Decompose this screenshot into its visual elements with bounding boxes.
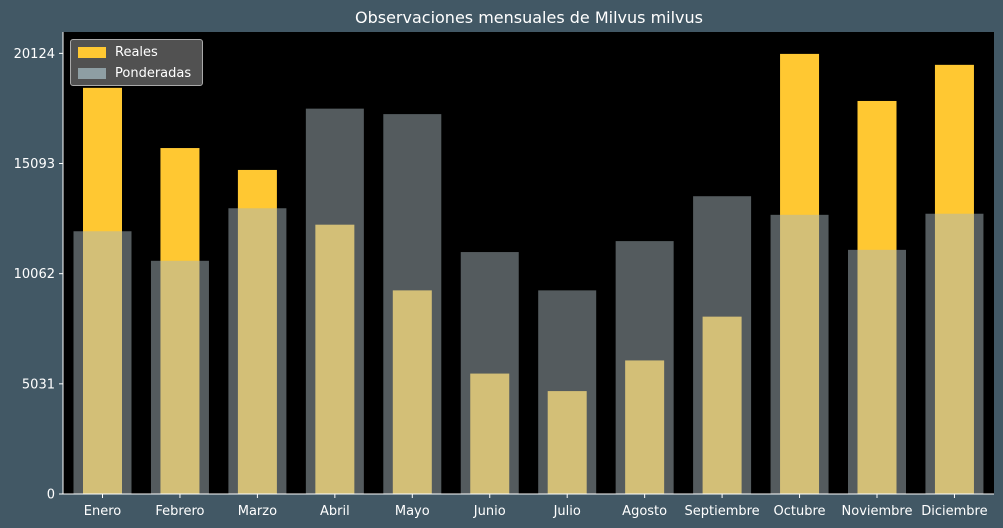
bars-layer — [73, 53, 984, 495]
bar-ponderadas-julio — [538, 290, 597, 494]
x-tick-label: Mayo — [395, 504, 430, 519]
axis-layer: 0 5031 10062 15093 20124 Enero Febrero Marzo Abr… — [14, 32, 994, 519]
x-tick-label: Febrero — [155, 504, 204, 519]
y-tick-label: 0 — [47, 488, 55, 503]
bar-ponderadas-septiembre — [693, 196, 752, 494]
bar-ponderadas-agosto — [615, 241, 674, 494]
x-tick-label: Noviembre — [842, 504, 913, 519]
legend-swatch-ponderadas — [78, 67, 106, 79]
legend-item-reales: Reales — [78, 44, 158, 60]
y-tick-label: 15093 — [14, 157, 55, 172]
x-tick-label: Junio — [473, 504, 506, 519]
bar-ponderadas-enero — [73, 231, 132, 494]
x-tick-label: Julio — [553, 504, 581, 519]
x-tick-label: Octubre — [774, 504, 826, 519]
y-tick-label: 5031 — [22, 377, 55, 392]
x-tick-label: Diciembre — [921, 504, 987, 519]
legend: Reales Ponderadas — [70, 39, 203, 86]
x-tick-label: Marzo — [238, 504, 277, 519]
legend-swatch-reales — [78, 46, 106, 58]
x-tick-label: Enero — [84, 504, 122, 519]
bar-ponderadas-diciembre — [925, 213, 984, 494]
x-tick-label: Abril — [320, 504, 350, 519]
bar-ponderadas-abril — [305, 108, 364, 494]
y-tick-label: 10062 — [14, 267, 55, 282]
bar-ponderadas-octubre — [770, 214, 829, 494]
legend-item-ponderadas: Ponderadas — [78, 65, 191, 81]
legend-label-ponderadas: Ponderadas — [115, 65, 192, 81]
bar-ponderadas-noviembre — [848, 249, 906, 494]
bar-ponderadas-mayo — [383, 114, 442, 494]
bar-ponderadas-febrero — [150, 260, 209, 494]
legend-label-reales: Reales — [115, 44, 158, 60]
x-tick-label: Septiembre — [685, 504, 760, 519]
plot-area — [63, 32, 994, 494]
chart-title: Observaciones mensuales de Milvus milvus — [354, 8, 703, 27]
bar-ponderadas-marzo — [228, 208, 287, 494]
y-tick-label: 20124 — [14, 47, 55, 62]
x-tick-label: Agosto — [622, 504, 667, 519]
bar-ponderadas-junio — [460, 252, 519, 494]
